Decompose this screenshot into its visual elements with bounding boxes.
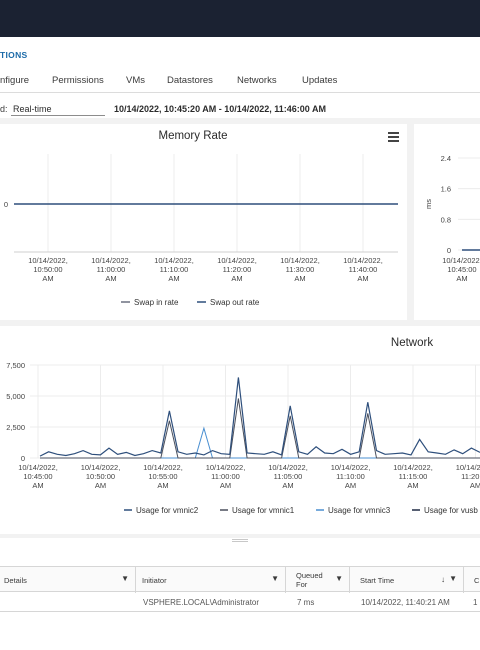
x-tick-label: 10/14/2022, 11:15:00 AM [393,463,433,490]
tab-vms[interactable]: VMs [126,75,145,86]
row-c: 1 [473,598,478,607]
x-tick-label: 10/14/2022, 11:10:00 AM [331,463,371,490]
filter-icon[interactable]: ▼ [335,574,343,583]
column-c[interactable]: C [470,567,480,593]
period-select[interactable]: Real-time [11,102,105,116]
x-tick-label: 10/14/2022, 10:55:00 AM [143,463,183,490]
resize-handle[interactable] [232,539,248,542]
top-navigation-bar [0,0,480,37]
network-series-line [39,377,480,457]
hamburger-menu-icon[interactable] [388,132,399,142]
filter-icon[interactable]: ▼ [449,574,457,583]
y-axis-label: ms [424,199,433,209]
column-start-time[interactable]: Start Time ↓ ▼ [356,567,464,593]
legend-label: Swap out rate [210,298,260,307]
column-start-time-label: Start Time [360,575,395,585]
row-start-time: 10/14/2022, 11:40:21 AM [361,598,450,607]
x-tick-label: 10/14/2022, 10:50:00 AM [28,256,68,283]
network-chart-title: Network [391,337,433,349]
x-tick-label: 10/14/2022, 11:40:00 AM [343,256,383,283]
column-c-label: C [474,575,480,585]
x-tick-label: 10/14/2022, 11:00:00 AM [91,256,131,283]
y-tick-label: 0 [4,200,8,209]
legend-label: Usage for vmnic1 [232,506,295,515]
legend-label: Swap in rate [134,298,179,307]
tab-networks[interactable]: Networks [237,75,277,86]
y-tick-label: 2.4 [441,154,451,163]
sort-descending-icon[interactable]: ↓ [441,575,445,584]
tasks-table-header: Details ▼ Initiator ▼ Queued For ▼ Start… [0,566,480,593]
tab-configure[interactable]: nfigure [0,75,30,86]
y-tick-label: 2,500 [6,423,25,432]
latency-chart-card: 0 0.8 1.6 2.4 ms 10/14/2022, 10:45:00 AM [414,124,480,320]
x-tick-label: 10/14/2022, 10:50:00 AM [81,463,121,490]
period-label: d: [0,104,8,114]
x-tick-label: 10/14/2022, 11:10:00 AM [154,256,194,283]
column-details[interactable]: Details ▼ [0,567,136,593]
legend-label: Usage for vmnic3 [328,506,391,515]
y-tick-label: 1.6 [441,185,451,194]
y-tick-label: 0.8 [441,215,451,224]
column-initiator-label: Initiator [142,575,167,585]
tab-permissions[interactable]: Permissions [52,75,104,86]
legend-label: Usage for vmnic2 [136,506,199,515]
actions-menu-label[interactable]: TIONS [0,50,28,60]
network-card: Network 0 2,500 5,000 7,500 10/14/2022, 10:4… [0,326,480,534]
period-range: 10/14/2022, 10:45:20 AM - 10/14/2022, 11… [114,104,326,114]
tab-updates[interactable]: Updates [302,75,338,86]
tab-divider [0,92,480,93]
column-initiator[interactable]: Initiator ▼ [138,567,286,593]
column-details-label: Details [4,575,27,585]
row-queued: 7 ms [297,598,315,607]
y-tick-label: 0 [447,246,451,255]
column-queued-for[interactable]: Queued For ▼ [292,567,350,593]
network-chart: Network 0 2,500 5,000 7,500 10/14/2022, 10:4… [6,337,480,515]
y-tick-label: 0 [21,454,25,463]
x-tick-label: 10/14/2022, 10:45:00 AM [18,463,58,490]
filter-icon[interactable]: ▼ [271,574,279,583]
y-tick-label: 7,500 [6,361,25,370]
x-tick-label: 10/14/2022, 11:00:00 AM [206,463,246,490]
column-queued-label: Queued For [296,571,323,589]
x-tick-label: 10/14/2022, 11:05:00 AM [268,463,308,490]
network-series-line [40,398,480,459]
x-tick-label: 10/14/2022, 10:45:00 AM [442,256,480,283]
y-tick-label: 5,000 [6,392,25,401]
filter-icon[interactable]: ▼ [121,574,129,583]
memory-chart-title: Memory Rate [158,130,227,142]
latency-chart: 0 0.8 1.6 2.4 ms 10/14/2022, 10:45:00 AM [424,154,480,283]
x-tick-label: 10/14/2022, 11:30:00 AM [280,256,320,283]
row-initiator: VSPHERE.LOCAL\Administrator [143,598,260,607]
tab-datastores[interactable]: Datastores [167,75,213,86]
legend-label: Usage for vusb [424,506,478,515]
memory-rate-card: Memory Rate 0 10/14/2022, 10:50:00 AM 10/14… [0,124,427,320]
table-row[interactable]: VSPHERE.LOCAL\Administrator 7 ms 10/14/2… [0,592,480,612]
memory-rate-chart: Memory Rate 0 10/14/2022, 10:50:00 AM 10/14… [4,130,427,307]
